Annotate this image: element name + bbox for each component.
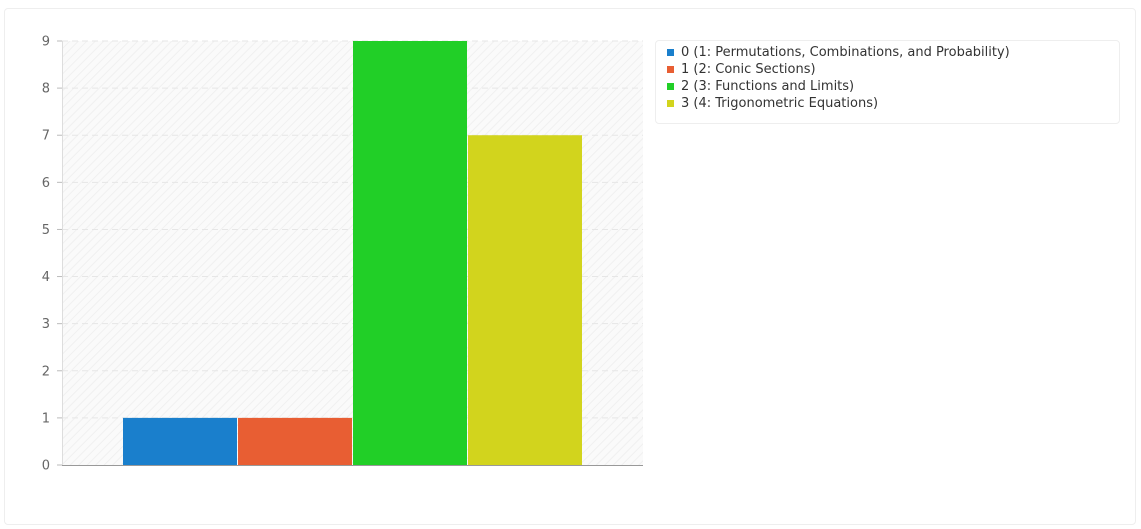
legend-swatch xyxy=(667,100,674,107)
legend-item-1[interactable]: 1 (2: Conic Sections) xyxy=(667,61,1119,78)
legend: 0 (1: Permutations, Combinations, and Pr… xyxy=(655,40,1120,124)
bars xyxy=(123,41,582,465)
legend-swatch xyxy=(667,66,674,73)
legend-swatch xyxy=(667,83,674,90)
y-axis-labels: 0 1 2 3 4 5 6 7 8 9 xyxy=(42,35,50,474)
bar-series-2[interactable] xyxy=(353,41,467,465)
bar-series-1[interactable] xyxy=(238,417,352,465)
bar-series-3[interactable] xyxy=(468,135,582,465)
y-tick-label: 9 xyxy=(42,35,50,50)
y-tick-label: 8 xyxy=(42,82,50,97)
y-tick-label: 1 xyxy=(42,411,50,426)
legend-item-2[interactable]: 2 (3: Functions and Limits) xyxy=(667,78,1119,95)
y-tick-label: 5 xyxy=(42,223,50,238)
legend-label: 1 (2: Conic Sections) xyxy=(681,62,816,77)
y-tick-label: 3 xyxy=(42,317,50,332)
y-tick-label: 2 xyxy=(42,364,50,379)
bar-series-0[interactable] xyxy=(123,417,237,465)
y-tick-label: 7 xyxy=(42,129,50,144)
legend-item-3[interactable]: 3 (4: Trigonometric Equations) xyxy=(667,95,1119,112)
legend-label: 2 (3: Functions and Limits) xyxy=(681,79,855,94)
y-tick-label: 6 xyxy=(42,176,50,191)
y-tick-label: 0 xyxy=(42,459,50,474)
legend-item-0[interactable]: 0 (1: Permutations, Combinations, and Pr… xyxy=(667,44,1119,61)
legend-label: 3 (4: Trigonometric Equations) xyxy=(681,96,879,111)
legend-label: 0 (1: Permutations, Combinations, and Pr… xyxy=(681,45,1010,60)
legend-swatch xyxy=(667,49,674,56)
y-tick-label: 4 xyxy=(42,270,50,285)
